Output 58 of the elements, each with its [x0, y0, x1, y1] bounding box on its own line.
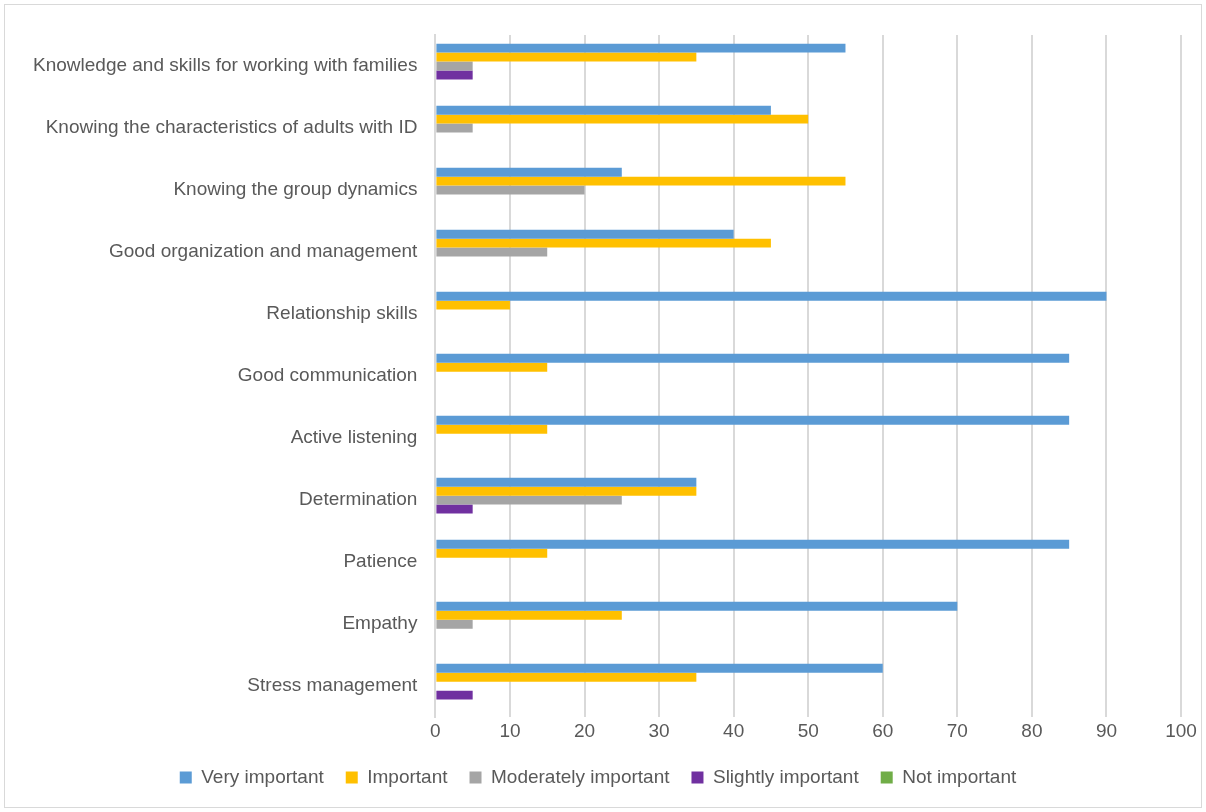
y-tick-label: Knowing the group dynamics	[173, 178, 418, 200]
bar	[436, 663, 883, 673]
y-tick-label: Knowledge and skills for working with families	[33, 54, 418, 76]
bar	[436, 415, 1070, 425]
bar	[436, 123, 473, 133]
x-tick-label: 80	[1021, 719, 1043, 741]
bar	[436, 300, 510, 310]
bar	[436, 167, 622, 177]
y-tick-label: Knowing the characteristics of adults with ID	[45, 116, 418, 138]
bar	[436, 185, 585, 195]
x-tick-label: 60	[872, 719, 894, 741]
y-tick-label: Empathy	[342, 612, 418, 634]
x-tick-label: 20	[573, 719, 596, 741]
bar	[436, 504, 473, 514]
x-tick-label: 10	[499, 719, 521, 741]
x-tick-label: 70	[946, 719, 968, 741]
x-tick-label: 50	[797, 719, 819, 741]
bar	[436, 43, 846, 53]
bar	[436, 353, 1070, 363]
bar	[436, 495, 622, 505]
x-tick-label: 90	[1095, 719, 1118, 741]
legend-label: Very important	[201, 765, 325, 787]
bar	[436, 619, 473, 629]
bar	[436, 229, 734, 239]
x-tick-label: 0	[430, 719, 441, 741]
legend-label: Slightly important	[712, 765, 860, 787]
bar	[436, 238, 771, 248]
bar	[436, 52, 697, 62]
bar	[436, 424, 548, 434]
legend-label: Moderately important	[491, 765, 671, 787]
x-tick-label: 40	[723, 719, 745, 741]
bar	[436, 672, 697, 682]
bar	[436, 105, 771, 115]
bar	[436, 176, 846, 186]
bar	[436, 610, 622, 620]
bar	[436, 247, 548, 257]
bar	[436, 601, 958, 611]
x-tick-label: 30	[648, 719, 670, 741]
y-tick-label: Good communication	[237, 364, 418, 386]
bar	[436, 61, 473, 71]
y-tick-label: Relationship skills	[266, 302, 418, 324]
y-tick-label: Good organization and management	[108, 240, 419, 262]
bar	[436, 291, 1107, 301]
y-tick-label: Stress management	[247, 674, 419, 696]
bar	[436, 486, 697, 496]
bar	[436, 114, 809, 124]
bar	[436, 548, 548, 558]
y-tick-label: Active listening	[290, 426, 418, 448]
bar	[436, 70, 473, 80]
legend-label: Important	[367, 765, 449, 787]
y-tick-label: Determination	[299, 488, 418, 510]
bar	[436, 362, 548, 372]
x-tick-label: 100	[1165, 719, 1197, 741]
y-tick-label: Patience	[343, 550, 418, 572]
bar	[436, 690, 473, 700]
bar	[436, 477, 697, 487]
legend-label: Not important	[902, 765, 1017, 787]
bar	[436, 539, 1070, 549]
